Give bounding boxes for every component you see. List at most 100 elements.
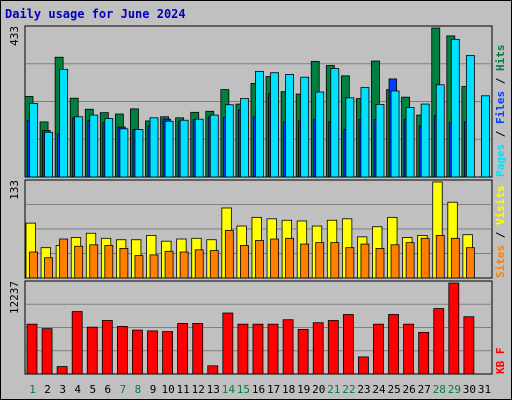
bar-pages-day-16 xyxy=(255,70,264,178)
bar-kb-f-day-5 xyxy=(86,326,98,375)
x-tick-label-31: 31 xyxy=(478,383,491,396)
bar-pages-day-19 xyxy=(300,76,310,178)
x-tick-label-18: 18 xyxy=(282,383,295,396)
legend-visits: Sites / Visits xyxy=(494,185,507,278)
bar-pages-day-1 xyxy=(29,102,38,178)
bar-sites-day-30 xyxy=(465,247,475,279)
bar-sites-day-19 xyxy=(300,243,310,279)
bar-pages-day-17 xyxy=(270,72,279,178)
y-max-label-hits: 433 xyxy=(8,26,21,46)
bar-sites-day-20 xyxy=(315,242,325,279)
x-tick-label-29: 29 xyxy=(448,383,461,396)
bar-pages-day-4 xyxy=(74,116,84,178)
bar-sites-day-2 xyxy=(44,257,53,279)
x-tick-label-11: 11 xyxy=(177,383,190,396)
bar-pages-day-27 xyxy=(420,103,430,178)
bar-sites-day-11 xyxy=(179,251,189,279)
bar-pages-day-21 xyxy=(330,68,340,178)
bar-sites-day-15 xyxy=(240,245,249,279)
bar-sites-day-26 xyxy=(405,242,415,279)
bar-kb-f-day-12 xyxy=(192,323,204,375)
legend-item-hits-2: Files xyxy=(494,91,507,124)
x-tick-label-26: 26 xyxy=(403,383,416,396)
bar-sites-day-4 xyxy=(74,245,84,279)
bar-kb-f-day-21 xyxy=(327,320,339,375)
x-tick-label-25: 25 xyxy=(387,383,400,396)
x-tick-label-27: 27 xyxy=(418,383,431,396)
bar-kb-f-day-20 xyxy=(312,322,324,375)
panel-hits: 433 Pages / Files / Hits xyxy=(8,25,507,178)
bar-sites-day-1 xyxy=(29,251,38,279)
bar-pages-day-11 xyxy=(179,119,189,178)
bar-sites-day-24 xyxy=(375,248,385,279)
bar-sites-day-28 xyxy=(435,235,445,279)
legend-item-hits-4: Hits xyxy=(494,45,507,72)
x-tick-label-6: 6 xyxy=(105,383,112,396)
bar-kb-f-day-11 xyxy=(177,323,189,375)
bar-pages-day-20 xyxy=(315,91,325,178)
legend-item-visits-0: Sites xyxy=(494,245,507,278)
bar-pages-day-22 xyxy=(345,97,355,178)
bar-sites-day-21 xyxy=(330,242,340,279)
x-tick-label-17: 17 xyxy=(267,383,280,396)
x-tick-label-13: 13 xyxy=(207,383,220,396)
x-tick-label-9: 9 xyxy=(150,383,157,396)
bar-kb-f-day-2 xyxy=(41,328,53,375)
bar-kb-f-day-24 xyxy=(373,323,384,375)
bar-kb-f-day-7 xyxy=(116,326,128,375)
bar-sites-day-13 xyxy=(209,250,219,279)
bar-pages-day-24 xyxy=(375,103,385,178)
bar-pages-day-12 xyxy=(194,118,204,178)
bar-pages-day-25 xyxy=(390,90,400,178)
legend-item-kbytes-0: KB F xyxy=(494,348,507,375)
x-tick-label-2: 2 xyxy=(44,383,51,396)
x-tick-label-12: 12 xyxy=(192,383,205,396)
bar-sites-day-23 xyxy=(360,243,370,279)
bar-sites-day-17 xyxy=(270,238,279,279)
bar-kb-f-day-30 xyxy=(463,316,475,375)
legend-item-hits-0: Pages xyxy=(494,144,507,177)
bar-sites-day-22 xyxy=(345,247,355,279)
bar-sites-day-16 xyxy=(255,240,264,279)
x-tick-label-24: 24 xyxy=(372,383,386,396)
bar-pages-day-10 xyxy=(164,120,174,178)
bar-sites-day-18 xyxy=(285,237,294,279)
bar-pages-day-8 xyxy=(134,129,144,178)
legend-kbytes: KB F xyxy=(494,348,507,375)
bar-kb-f-day-27 xyxy=(418,331,430,375)
x-tick-label-1: 1 xyxy=(29,383,36,396)
bar-kb-f-day-28 xyxy=(433,308,445,375)
chart-panels: 433 Pages / Files / Hits 133 Sites / Visits… xyxy=(8,25,507,375)
bar-pages-day-31 xyxy=(481,95,490,178)
x-tick-label-3: 3 xyxy=(59,383,66,396)
x-tick-label-22: 22 xyxy=(342,383,355,396)
bar-sites-day-12 xyxy=(194,249,204,279)
bar-pages-day-3 xyxy=(59,68,69,178)
x-axis-labels: 1 2 3 4 5 6 7 8 9 10 11 12 13 14 15 16 17 18 19 20 21 22 23 24 2… xyxy=(29,383,491,396)
bar-pages-day-30 xyxy=(465,55,475,178)
y-max-label-visits: 133 xyxy=(8,180,21,200)
x-tick-label-5: 5 xyxy=(89,383,96,396)
x-tick-label-16: 16 xyxy=(252,383,265,396)
bar-pages-day-15 xyxy=(240,98,249,178)
bar-kb-f-day-14 xyxy=(222,312,234,375)
bar-kb-f-day-1 xyxy=(26,323,38,375)
bar-sites-day-5 xyxy=(89,244,99,279)
x-tick-label-30: 30 xyxy=(463,383,476,396)
chart-title: Daily usage for June 2024 xyxy=(5,7,186,21)
legend-item-visits-2: Visits xyxy=(494,185,507,225)
bar-sites-day-6 xyxy=(104,245,114,279)
bar-kb-f-day-18 xyxy=(282,319,294,375)
x-tick-label-23: 23 xyxy=(357,383,370,396)
bar-kb-f-day-9 xyxy=(147,330,158,375)
bar-kb-f-day-23 xyxy=(358,356,369,375)
bar-sites-day-10 xyxy=(164,250,174,279)
bar-pages-day-14 xyxy=(224,104,234,178)
bar-kb-f-day-17 xyxy=(267,323,279,375)
bar-pages-day-23 xyxy=(360,87,370,178)
bar-pages-day-28 xyxy=(435,84,445,178)
bar-kb-f-day-26 xyxy=(403,323,415,375)
x-tick-label-10: 10 xyxy=(161,383,174,396)
x-tick-label-14: 14 xyxy=(222,383,236,396)
legend-hits: Pages / Files / Hits xyxy=(494,45,507,178)
